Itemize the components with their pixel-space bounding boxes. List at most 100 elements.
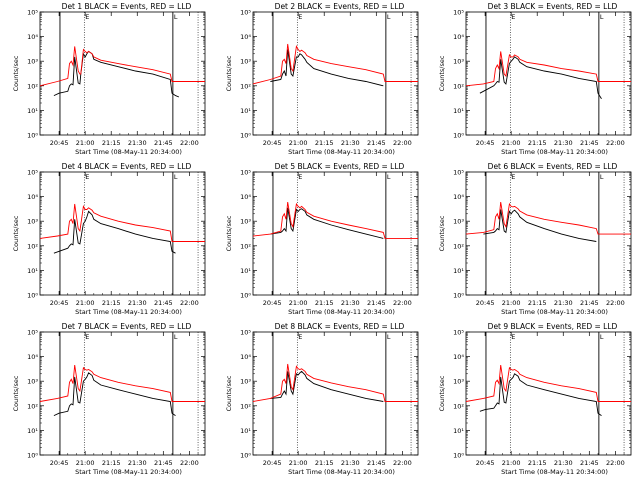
y-tick-label: 10⁰: [240, 452, 251, 460]
lld-series-line: [252, 363, 418, 402]
y-tick-label: 10³: [240, 378, 251, 386]
events-series-line: [479, 56, 602, 99]
x-axis-label: Start Time (08-May-11 20:34:00): [288, 468, 395, 476]
x-tick-label: 21:45: [154, 139, 173, 147]
lld-series-line: [252, 43, 418, 85]
x-tick-label: 21:00: [289, 299, 308, 307]
x-tick-label: 21:30: [554, 299, 573, 307]
y-tick-label: 10¹: [453, 107, 464, 115]
y-tick-label: 10³: [453, 378, 464, 386]
x-tick-label: 21:30: [128, 139, 147, 147]
marker-e-label: E: [85, 173, 89, 181]
y-tick-label: 10⁰: [27, 292, 38, 300]
y-tick-label: 10¹: [27, 267, 38, 275]
y-tick-label: 10¹: [240, 427, 251, 435]
y-axis-label: Counts/sec: [438, 55, 446, 91]
y-tick-label: 10²: [27, 82, 38, 90]
marker-e-label: E: [85, 333, 89, 341]
y-tick-label: 10⁴: [27, 193, 38, 201]
x-tick-label: 20:45: [263, 299, 282, 307]
x-tick-label: 21:15: [102, 139, 121, 147]
detector-panel: Det 2 BLACK = Events, RED = LLD 10⁰ 10¹ 10²…: [225, 2, 419, 156]
y-tick-label: 10⁰: [240, 292, 251, 300]
marker-e-label: E: [511, 333, 515, 341]
plot-frame: [252, 171, 419, 296]
y-tick-label: 10⁰: [453, 132, 464, 140]
x-tick-label: 21:30: [341, 459, 360, 467]
detector-panel: Det 3 BLACK = Events, RED = LLD 10⁰ 10¹ 10²…: [438, 2, 632, 156]
marker-l-label: L: [174, 333, 178, 341]
y-tick-label: 10¹: [240, 107, 251, 115]
y-tick-label: 10⁵: [27, 9, 38, 17]
x-tick-label: 21:45: [154, 459, 173, 467]
lld-series-line: [39, 203, 205, 242]
x-tick-label: 20:45: [476, 299, 495, 307]
y-tick-label: 10²: [453, 82, 464, 90]
y-tick-label: 10¹: [27, 107, 38, 115]
x-tick-label: 21:15: [528, 299, 547, 307]
chart-title: Det 3 BLACK = Events, RED = LLD: [488, 2, 618, 11]
y-tick-label: 10³: [240, 58, 251, 66]
chart-title: Det 4 BLACK = Events, RED = LLD: [62, 162, 192, 171]
y-tick-label: 10¹: [240, 267, 251, 275]
y-tick-label: 10⁴: [240, 33, 251, 41]
y-axis-label: Counts/sec: [12, 215, 20, 251]
y-tick-label: 10⁵: [453, 329, 464, 337]
y-tick-label: 10²: [453, 402, 464, 410]
x-axis-label: Start Time (08-May-11 20:34:00): [288, 148, 395, 156]
marker-e-label: E: [298, 13, 302, 21]
lld-series-line: [465, 365, 631, 402]
y-tick-label: 10⁵: [240, 9, 251, 17]
x-tick-label: 21:00: [76, 139, 95, 147]
x-tick-label: 21:00: [289, 459, 308, 467]
x-axis-label: Start Time (08-May-11 20:34:00): [75, 468, 182, 476]
y-tick-label: 10²: [453, 242, 464, 250]
plot-frame: [465, 11, 632, 136]
y-tick-label: 10³: [453, 218, 464, 226]
events-series-line: [270, 370, 384, 402]
y-tick-label: 10²: [27, 402, 38, 410]
x-tick-label: 22:00: [180, 139, 199, 147]
y-tick-label: 10²: [240, 402, 251, 410]
lld-series-line: [465, 202, 631, 235]
x-axis-label: Start Time (08-May-11 20:34:00): [501, 148, 608, 156]
x-tick-label: 21:15: [315, 299, 334, 307]
x-tick-label: 21:15: [102, 459, 121, 467]
marker-l-label: L: [600, 173, 604, 181]
y-tick-label: 10⁴: [453, 33, 464, 41]
lld-series-line: [252, 202, 418, 239]
y-tick-label: 10⁴: [27, 33, 38, 41]
detector-panel: Det 7 BLACK = Events, RED = LLD 10⁰ 10¹ 10²…: [12, 322, 206, 476]
x-tick-label: 22:00: [606, 459, 625, 467]
x-tick-label: 20:45: [476, 139, 495, 147]
y-tick-label: 10⁰: [27, 452, 38, 460]
y-tick-label: 10⁴: [240, 353, 251, 361]
y-tick-label: 10⁵: [27, 329, 38, 337]
x-tick-label: 21:45: [580, 459, 599, 467]
detector-panel: Det 5 BLACK = Events, RED = LLD 10⁰ 10¹ 10²…: [225, 162, 419, 316]
chart-title: Det 1 BLACK = Events, RED = LLD: [62, 2, 192, 11]
x-tick-label: 21:45: [154, 299, 173, 307]
marker-e-label: E: [298, 333, 302, 341]
plot-frame: [252, 331, 419, 456]
x-tick-label: 21:45: [580, 299, 599, 307]
y-axis-label: Counts/sec: [225, 215, 233, 251]
x-tick-label: 21:30: [341, 299, 360, 307]
marker-l-label: L: [600, 333, 604, 341]
events-series-line: [53, 210, 176, 254]
lld-series-line: [465, 51, 631, 87]
y-tick-label: 10⁵: [453, 169, 464, 177]
x-axis-label: Start Time (08-May-11 20:34:00): [75, 148, 182, 156]
marker-l-label: L: [174, 173, 178, 181]
y-tick-label: 10²: [240, 82, 251, 90]
y-tick-label: 10⁵: [27, 169, 38, 177]
detector-panel: Det 8 BLACK = Events, RED = LLD 10⁰ 10¹ 10²…: [225, 322, 419, 476]
x-tick-label: 22:00: [180, 299, 199, 307]
x-tick-label: 21:00: [76, 459, 95, 467]
y-tick-label: 10³: [240, 218, 251, 226]
plot-frame: [39, 171, 206, 296]
marker-e-label: E: [85, 13, 89, 21]
y-tick-label: 10¹: [453, 427, 464, 435]
x-tick-label: 21:45: [580, 139, 599, 147]
